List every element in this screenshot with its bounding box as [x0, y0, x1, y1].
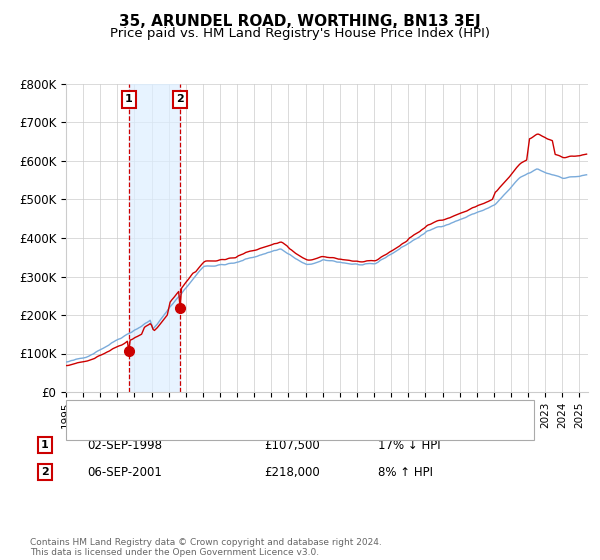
- 35, ARUNDEL ROAD, WORTHING, BN13 3EJ (detached house): [114, 343, 121, 350]
- Text: ——: ——: [78, 404, 103, 418]
- Line: 35, ARUNDEL ROAD, WORTHING, BN13 3EJ (detached house): 35, ARUNDEL ROAD, WORTHING, BN13 3EJ (de…: [66, 134, 587, 366]
- Text: 2: 2: [176, 95, 184, 104]
- HPI: Average price, detached house, Worthing: (2.02e+03, 5.79e+05): Average price, detached house, Worthing:…: [533, 166, 540, 172]
- Text: ——: ——: [78, 422, 103, 436]
- Text: 02-SEP-1998: 02-SEP-1998: [87, 438, 162, 452]
- Text: 17% ↓ HPI: 17% ↓ HPI: [378, 438, 440, 452]
- Text: HPI: Average price, detached house, Worthing: HPI: Average price, detached house, Wort…: [108, 424, 365, 434]
- Text: £218,000: £218,000: [264, 465, 320, 479]
- Text: Price paid vs. HM Land Registry's House Price Index (HPI): Price paid vs. HM Land Registry's House …: [110, 27, 490, 40]
- Text: 1: 1: [125, 95, 133, 104]
- Bar: [129, 84, 180, 392]
- Text: 8% ↑ HPI: 8% ↑ HPI: [378, 465, 433, 479]
- 35, ARUNDEL ROAD, WORTHING, BN13 3EJ (detached house): [448, 214, 455, 221]
- Text: Contains HM Land Registry data © Crown copyright and database right 2024.
This d: Contains HM Land Registry data © Crown c…: [30, 538, 382, 557]
- 35, ARUNDEL ROAD, WORTHING, BN13 3EJ (detached house): [169, 295, 176, 302]
- 35, ARUNDEL ROAD, WORTHING, BN13 3EJ (detached house): [151, 327, 158, 334]
- HPI: Average price, detached house, Worthing: (2e+03, 1.68e+05): Average price, detached house, Worthing:…: [151, 324, 158, 330]
- Text: 35, ARUNDEL ROAD, WORTHING, BN13 3EJ (detached house): 35, ARUNDEL ROAD, WORTHING, BN13 3EJ (de…: [108, 406, 447, 416]
- 35, ARUNDEL ROAD, WORTHING, BN13 3EJ (detached house): [535, 130, 542, 137]
- HPI: Average price, detached house, Worthing: (2e+03, 2.29e+05): Average price, detached house, Worthing:…: [169, 300, 176, 307]
- Line: HPI: Average price, detached house, Worthing: HPI: Average price, detached house, Wort…: [66, 169, 587, 362]
- Text: 1: 1: [41, 440, 49, 450]
- HPI: Average price, detached house, Worthing: (2.01e+03, 3.34e+05): Average price, detached house, Worthing:…: [343, 260, 350, 267]
- 35, ARUNDEL ROAD, WORTHING, BN13 3EJ (detached house): [62, 362, 70, 369]
- Text: 2: 2: [41, 467, 49, 477]
- Text: 06-SEP-2001: 06-SEP-2001: [87, 465, 162, 479]
- Text: £107,500: £107,500: [264, 438, 320, 452]
- HPI: Average price, detached house, Worthing: (2e+03, 1.36e+05): Average price, detached house, Worthing:…: [114, 337, 121, 343]
- HPI: Average price, detached house, Worthing: (2.02e+03, 4.09e+05): Average price, detached house, Worthing:…: [419, 231, 426, 238]
- Text: 35, ARUNDEL ROAD, WORTHING, BN13 3EJ: 35, ARUNDEL ROAD, WORTHING, BN13 3EJ: [119, 14, 481, 29]
- 35, ARUNDEL ROAD, WORTHING, BN13 3EJ (detached house): [343, 256, 350, 263]
- HPI: Average price, detached house, Worthing: (2e+03, 7.8e+04): Average price, detached house, Worthing:…: [62, 358, 70, 365]
- 35, ARUNDEL ROAD, WORTHING, BN13 3EJ (detached house): [419, 226, 426, 232]
- HPI: Average price, detached house, Worthing: (2.02e+03, 4.39e+05): Average price, detached house, Worthing:…: [448, 220, 455, 227]
- HPI: Average price, detached house, Worthing: (2.03e+03, 5.64e+05): Average price, detached house, Worthing:…: [583, 171, 590, 178]
- 35, ARUNDEL ROAD, WORTHING, BN13 3EJ (detached house): [583, 151, 590, 157]
